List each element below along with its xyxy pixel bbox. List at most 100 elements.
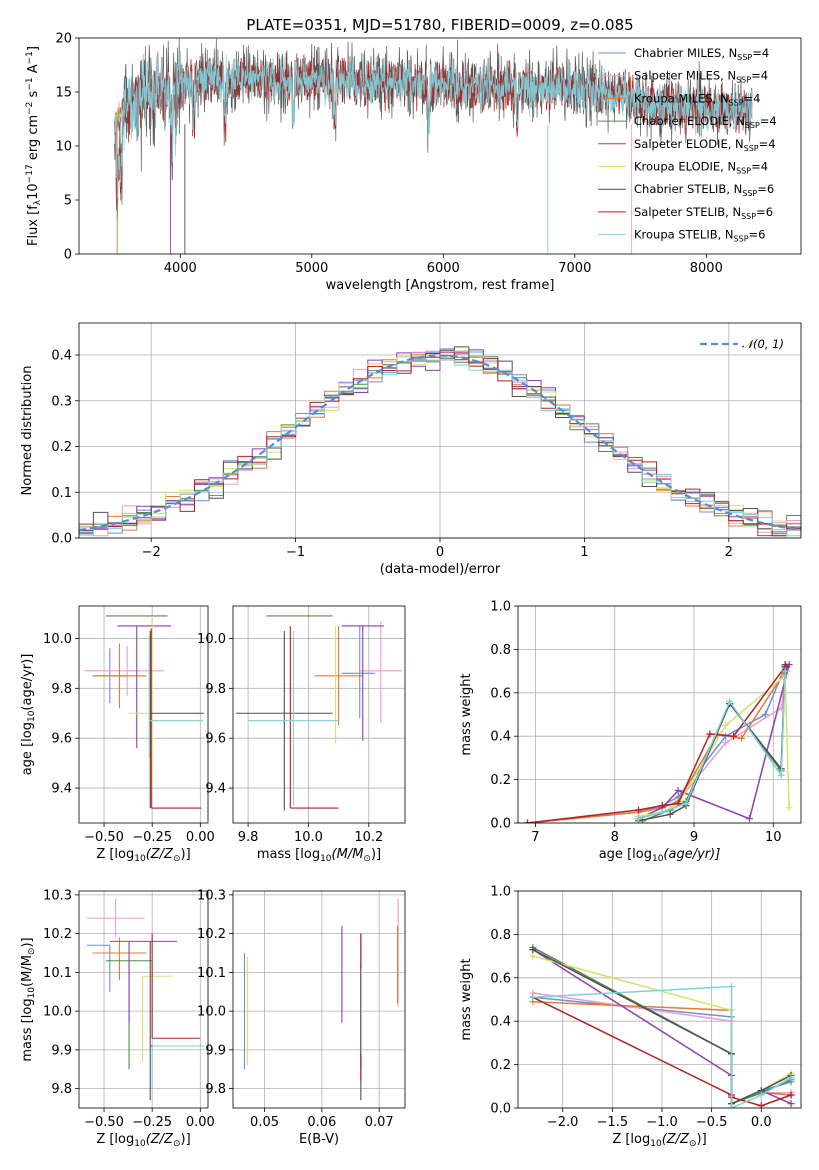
x-tick-label: 0.06 <box>307 1115 336 1130</box>
y-tick-label: 0.8 <box>490 928 511 943</box>
x-tick-label: −2.0 <box>547 1115 579 1130</box>
x-tick-label: 2 <box>725 545 733 560</box>
plot-area <box>79 346 801 538</box>
chart-title: PLATE=0351, MJD=51780, FIBERID=0009, z=0… <box>246 16 633 34</box>
legend-entry: Kroupa STELIB, NSSP=6 <box>634 228 765 244</box>
x-tick-label: 4000 <box>164 261 197 276</box>
y-tick-label: 0 <box>64 248 72 263</box>
x-tick-label: −1.0 <box>646 1115 678 1130</box>
weight-marker <box>706 730 714 738</box>
plot-area <box>86 898 205 1101</box>
y-tick-label: 9.8 <box>51 682 72 697</box>
x-tick-label: 1 <box>580 545 588 560</box>
y-tick-label: 10.1 <box>43 966 72 981</box>
x-tick-label: −0.50 <box>84 1115 124 1130</box>
y-tick-label: 0.4 <box>51 349 72 364</box>
axes-frame <box>517 890 802 1109</box>
x-tick-label: 7000 <box>558 261 591 276</box>
y-tick-label: 1.0 <box>490 600 511 615</box>
weight-marker <box>787 1091 795 1099</box>
panel-residuals: −2 −1 0 1 2 0.0 0.1 0.2 0.3 0.4 (data-model)/error… <box>20 322 802 577</box>
y-tick-label: 9.8 <box>205 682 226 697</box>
y-tick-label: 9.6 <box>205 732 226 747</box>
y-tick-label: 10.0 <box>43 632 72 647</box>
weight-marker <box>529 946 537 954</box>
x-axis-label: E(B-V) <box>299 1132 339 1147</box>
weight-marker <box>727 982 735 990</box>
x-tick-label: 0.00 <box>186 830 215 845</box>
plot-area <box>236 615 402 811</box>
y-axis-label: mass weight <box>459 958 474 1040</box>
legend-entry: Chabrier ELODIE, NSSP=4 <box>634 114 777 130</box>
axes-frame <box>517 605 802 824</box>
x-tick-label: −1.5 <box>597 1115 629 1130</box>
weight-marker <box>757 1091 765 1099</box>
y-tick-label: 1.0 <box>490 885 511 900</box>
x-axis-label: Z [log10(Z/Z⊙)] <box>612 1132 706 1149</box>
y-axis-label: Normed distribution <box>20 366 35 496</box>
weight-line-3 <box>527 670 786 823</box>
spectrum-line-8 <box>114 52 753 202</box>
weight-marker <box>682 799 690 807</box>
y-tick-label: 0.2 <box>490 773 511 788</box>
gridlines <box>79 606 208 823</box>
y-tick-label: 10.2 <box>197 927 226 942</box>
legend-entry: Salpeter STELIB, NSSP=6 <box>634 205 773 221</box>
weight-marker <box>722 739 730 747</box>
legend-entry: Salpeter ELODIE, NSSP=4 <box>634 137 776 153</box>
legend-entry: Kroupa MILES, NSSP=4 <box>634 91 760 107</box>
x-tick-label: 10.2 <box>354 830 383 845</box>
weight-marker <box>726 697 734 705</box>
weight-line-9 <box>532 985 792 1108</box>
weight-marker <box>634 815 642 823</box>
weight-marker <box>787 1074 795 1082</box>
x-axis-label: mass [log10(M/M⊙)] <box>257 847 381 864</box>
panel-mass-vs-EBV: 0.05 0.06 0.07 9.8 9.9 10.0 10.1 10.2 10.3 E(B-V) <box>197 888 406 1147</box>
x-tick-label: −0.5 <box>696 1115 728 1130</box>
y-tick-label: 0.0 <box>51 532 72 547</box>
y-tick-label: 10.1 <box>197 966 226 981</box>
x-axis-label: Z [log10(Z/Z⊙)] <box>96 847 190 864</box>
axes-frame <box>78 37 802 255</box>
weight-line-2 <box>527 670 788 823</box>
weight-marker <box>757 1102 765 1108</box>
y-tick-label: 10.0 <box>197 1005 226 1020</box>
x-tick-label: 6000 <box>427 261 460 276</box>
plot-area <box>84 615 205 809</box>
y-tick-label: 0.6 <box>490 686 511 701</box>
y-tick-label: 10.2 <box>43 927 72 942</box>
y-tick-label: 10.3 <box>197 888 226 903</box>
y-axis-label: age [log10(age/yr)] <box>20 654 37 776</box>
y-tick-label: 9.8 <box>205 1082 226 1097</box>
weight-marker <box>666 810 674 818</box>
histogram-series-9 <box>79 357 801 538</box>
y-tick-label: 10.0 <box>197 632 226 647</box>
weight-marker <box>787 1100 795 1108</box>
weight-marker <box>727 1104 735 1108</box>
x-axis-label: Z [log10(Z/Z⊙)] <box>96 1132 190 1149</box>
weight-marker <box>674 786 682 794</box>
x-axis-label: (data-model)/error <box>380 562 501 577</box>
legend-entry: Kroupa ELODIE, NSSP=4 <box>634 160 768 176</box>
x-tick-label: 7 <box>531 830 539 845</box>
x-tick-label: 8 <box>611 830 619 845</box>
weight-marker <box>738 734 746 742</box>
x-tick-label: 0.00 <box>186 1115 215 1130</box>
weight-marker <box>722 721 730 729</box>
y-tick-label: 9.4 <box>205 782 226 797</box>
weight-marker <box>529 993 537 1001</box>
x-tick-label: 0.05 <box>250 1115 279 1130</box>
y-tick-label: 9.9 <box>205 1043 226 1058</box>
y-tick-label: 10.0 <box>43 1005 72 1020</box>
x-tick-label: 0 <box>436 545 444 560</box>
x-tick-label: −0.50 <box>84 830 124 845</box>
plot-area <box>524 661 793 823</box>
axes-frame <box>232 890 406 1109</box>
y-tick-label: 5 <box>64 194 72 209</box>
weight-marker <box>529 952 537 960</box>
y-tick-label: 10.3 <box>43 888 72 903</box>
x-tick-label: 0.07 <box>365 1115 394 1130</box>
y-tick-label: 0.1 <box>51 486 72 501</box>
weight-marker <box>785 804 793 812</box>
